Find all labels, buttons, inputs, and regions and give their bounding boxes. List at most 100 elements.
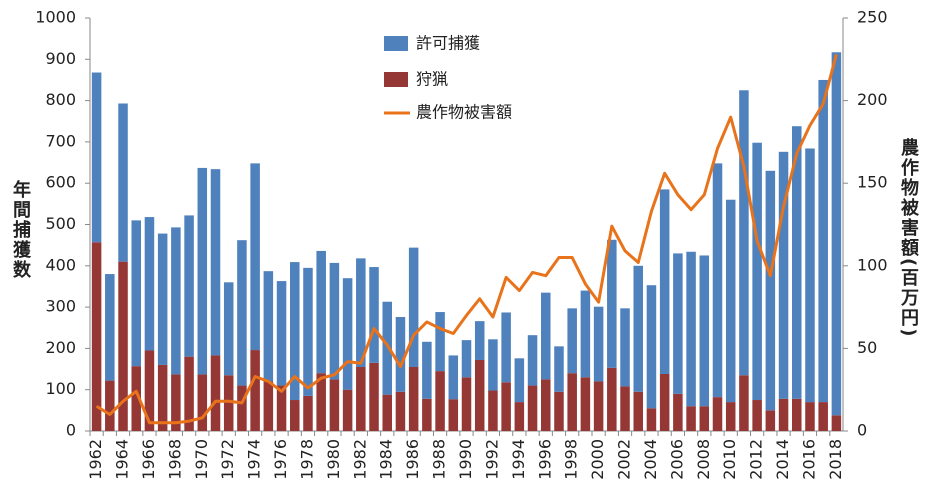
legend-label: 狩猟 <box>416 70 448 89</box>
bar <box>818 402 828 431</box>
y2-tick-label: 200 <box>857 90 888 109</box>
x-tick-label: 1994 <box>509 439 528 480</box>
bar <box>210 355 221 431</box>
y2-tick-label: 150 <box>857 173 888 192</box>
bar <box>805 148 815 403</box>
x-tick-label: 2008 <box>694 439 713 480</box>
bar <box>342 278 353 390</box>
bar <box>316 250 326 374</box>
x-tick-label: 2006 <box>667 439 686 480</box>
bar <box>184 215 194 357</box>
bar <box>580 290 591 378</box>
bar <box>659 189 670 375</box>
bar <box>184 356 194 431</box>
bar <box>448 355 459 400</box>
bar <box>474 359 485 431</box>
bar <box>778 151 789 399</box>
bar <box>593 381 604 431</box>
bar <box>620 308 630 387</box>
bar <box>765 170 776 411</box>
bar <box>580 377 591 431</box>
bar <box>237 240 247 386</box>
bar <box>712 397 723 431</box>
bar <box>157 364 168 431</box>
x-tick-label: 2002 <box>615 439 634 480</box>
bar <box>488 390 498 431</box>
bar <box>725 199 736 403</box>
bar <box>541 292 551 380</box>
bar <box>659 374 670 431</box>
x-tick-label: 1990 <box>456 439 475 480</box>
bar <box>276 385 287 431</box>
x-tick-label: 1996 <box>535 439 554 480</box>
y-tick-label: 400 <box>45 255 76 274</box>
bar <box>435 312 445 372</box>
bar <box>369 267 379 363</box>
bar <box>514 358 525 403</box>
bar <box>131 220 141 367</box>
y-tick-label: 300 <box>45 297 76 316</box>
x-tick-label: 1988 <box>430 439 449 480</box>
bar <box>752 400 762 431</box>
bar <box>712 163 723 398</box>
bar <box>144 217 155 351</box>
legend: 許可捕獲 狩猟 農作物被害額 <box>384 34 512 122</box>
bar <box>607 239 617 368</box>
bar <box>408 247 419 367</box>
bar <box>91 72 102 243</box>
x-tick-label: 1998 <box>562 439 581 480</box>
x-tick-label: 1972 <box>218 439 237 480</box>
bar <box>144 350 155 431</box>
y-tick-label: 800 <box>45 90 76 109</box>
legend-swatch <box>384 36 408 51</box>
bar <box>118 261 128 431</box>
bar <box>541 379 551 431</box>
bar <box>290 262 300 401</box>
y-tick-label: 0 <box>66 421 76 440</box>
x-tick-label: 1986 <box>403 439 422 480</box>
y2-axis-title: 農作物被害額(百万円) <box>898 138 920 339</box>
bar <box>105 274 115 381</box>
x-tick-label: 2012 <box>747 439 766 480</box>
x-tick-label: 2010 <box>720 439 739 480</box>
bar <box>157 233 168 365</box>
bar <box>646 408 657 431</box>
x-tick-label: 1976 <box>271 439 290 480</box>
bar <box>686 406 696 431</box>
y-tick-label: 100 <box>45 379 76 398</box>
y2-tick-label: 0 <box>857 421 867 440</box>
bar <box>527 385 538 431</box>
bar <box>461 377 472 431</box>
x-tick-label: 2016 <box>799 439 818 480</box>
bar <box>382 394 392 431</box>
bar <box>818 79 828 403</box>
bar <box>105 380 115 431</box>
y-tick-label: 700 <box>45 131 76 150</box>
y-tick-label: 900 <box>45 49 76 68</box>
bar <box>831 415 842 431</box>
bar <box>501 382 511 431</box>
bar <box>303 395 313 431</box>
x-tick-label: 2004 <box>641 439 660 480</box>
bar <box>633 391 643 431</box>
line <box>95 53 838 425</box>
x-tick-label: 2018 <box>826 439 845 480</box>
y-tick-label: 500 <box>45 214 76 233</box>
legend-label: 農作物被害額 <box>416 103 512 122</box>
bar <box>554 346 564 392</box>
x-tick-label: 1974 <box>245 439 264 480</box>
y2-tick-label: 100 <box>857 255 888 274</box>
bar <box>303 267 313 396</box>
bar <box>435 371 445 431</box>
bar <box>527 335 538 386</box>
x-tick-label: 2014 <box>773 439 792 480</box>
x-tick-label: 1966 <box>139 439 158 480</box>
bar <box>461 340 472 378</box>
bar <box>725 402 736 431</box>
bar <box>356 366 366 431</box>
bar <box>752 142 762 401</box>
legend-label: 許可捕獲 <box>416 34 480 53</box>
bar <box>699 255 710 407</box>
bar <box>382 301 392 395</box>
bar <box>765 410 776 431</box>
